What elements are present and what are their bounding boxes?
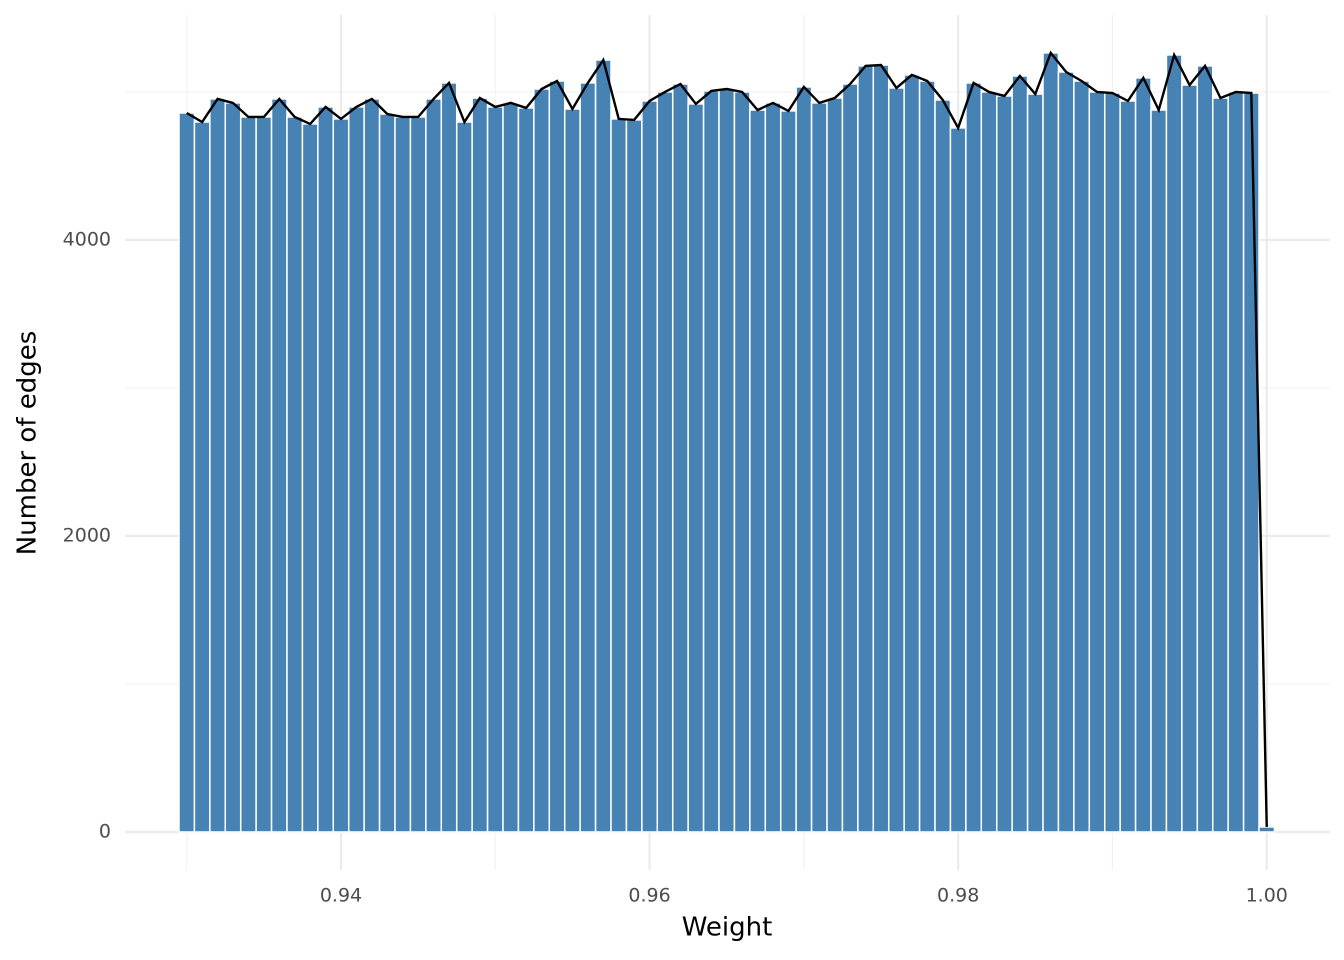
bar xyxy=(579,82,597,833)
bar xyxy=(949,127,967,833)
bar xyxy=(1119,100,1137,833)
bar xyxy=(1211,97,1229,833)
bar xyxy=(918,80,936,833)
bar xyxy=(702,90,720,833)
bar xyxy=(1181,84,1199,833)
bar xyxy=(548,80,566,833)
x-tick-label: 0.96 xyxy=(628,885,670,907)
bar xyxy=(749,109,767,833)
bar xyxy=(1134,77,1152,833)
bar xyxy=(317,106,335,833)
bar xyxy=(826,97,844,833)
bar xyxy=(872,64,890,833)
bar xyxy=(1150,109,1168,833)
bar xyxy=(455,121,473,833)
bar xyxy=(517,107,535,833)
bar xyxy=(857,65,875,833)
bar xyxy=(903,74,921,833)
bar xyxy=(563,108,581,833)
bar xyxy=(810,102,828,833)
bar xyxy=(224,102,242,833)
bar xyxy=(270,98,288,833)
x-tick-label: 0.98 xyxy=(937,885,979,907)
bar xyxy=(764,102,782,833)
bar xyxy=(965,82,983,833)
bar xyxy=(301,123,319,833)
bar xyxy=(980,91,998,833)
bar xyxy=(887,87,905,833)
bar xyxy=(718,88,736,833)
bar xyxy=(687,103,705,833)
bar xyxy=(255,116,273,833)
bar xyxy=(394,116,412,833)
bar xyxy=(1042,52,1060,833)
bar xyxy=(286,116,304,833)
bar xyxy=(733,91,751,833)
bar xyxy=(625,119,643,833)
bar xyxy=(178,112,196,833)
bar xyxy=(502,102,520,833)
bar xyxy=(363,98,381,833)
bar xyxy=(347,106,365,833)
bar xyxy=(795,86,813,833)
y-tick-label: 0 xyxy=(99,820,111,842)
y-tick-label: 2000 xyxy=(63,524,111,546)
x-axis-title: Weight xyxy=(682,913,773,943)
bar xyxy=(209,98,227,833)
bar xyxy=(594,59,612,833)
bar xyxy=(1103,92,1121,833)
bar xyxy=(193,121,211,833)
bar xyxy=(610,118,628,833)
bar xyxy=(671,83,689,833)
bar xyxy=(1258,826,1276,833)
bar xyxy=(1088,91,1106,833)
bar xyxy=(1011,75,1029,833)
bar xyxy=(378,113,396,833)
bar xyxy=(656,91,674,833)
bar xyxy=(1196,65,1214,833)
bar xyxy=(934,99,952,833)
x-tick-label: 1.00 xyxy=(1246,885,1288,907)
bar xyxy=(841,83,859,833)
bar xyxy=(332,118,350,833)
bar xyxy=(1242,92,1260,833)
bar xyxy=(409,116,427,833)
bar xyxy=(1227,91,1245,833)
bar xyxy=(440,82,458,833)
bar xyxy=(779,110,797,833)
x-tick-label: 0.94 xyxy=(320,885,362,907)
bar xyxy=(995,95,1013,833)
y-axis-title: Number of edges xyxy=(13,331,43,556)
bar xyxy=(1026,93,1044,833)
bar xyxy=(533,88,551,833)
frequency-line xyxy=(186,50,1268,827)
bar xyxy=(1165,54,1183,833)
bar xyxy=(486,106,504,833)
bar xyxy=(1073,80,1091,833)
bar xyxy=(471,97,489,833)
y-tick-label: 4000 xyxy=(63,228,111,250)
bar xyxy=(641,100,659,833)
bar xyxy=(239,116,257,833)
bar xyxy=(425,98,443,833)
bar xyxy=(1057,71,1075,833)
